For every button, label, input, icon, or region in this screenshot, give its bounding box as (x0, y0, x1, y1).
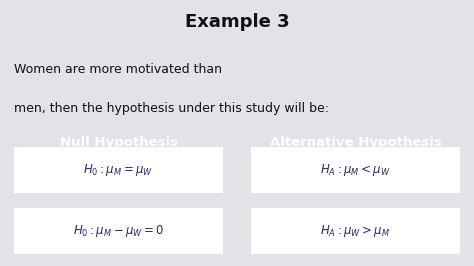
Text: Alternative Hypothesis: Alternative Hypothesis (270, 136, 441, 149)
Text: $H_A: \mu_M < \mu_W$: $H_A: \mu_M < \mu_W$ (320, 162, 391, 178)
Text: $H_0: \mu_M - \mu_W = 0$: $H_0: \mu_M - \mu_W = 0$ (73, 223, 164, 239)
Text: Example 3: Example 3 (185, 13, 289, 31)
Text: Women are more motivated than: Women are more motivated than (14, 63, 222, 76)
FancyBboxPatch shape (251, 147, 460, 193)
Text: Null Hypothesis: Null Hypothesis (60, 136, 177, 149)
Text: $H_A: \mu_W > \mu_M$: $H_A: \mu_W > \mu_M$ (320, 223, 391, 239)
FancyBboxPatch shape (14, 147, 223, 193)
FancyBboxPatch shape (14, 208, 223, 254)
FancyBboxPatch shape (251, 208, 460, 254)
Text: $H_0: \mu_M = \mu_W$: $H_0: \mu_M = \mu_W$ (83, 162, 154, 178)
Text: men, then the hypothesis under this study will be:: men, then the hypothesis under this stud… (14, 102, 329, 115)
